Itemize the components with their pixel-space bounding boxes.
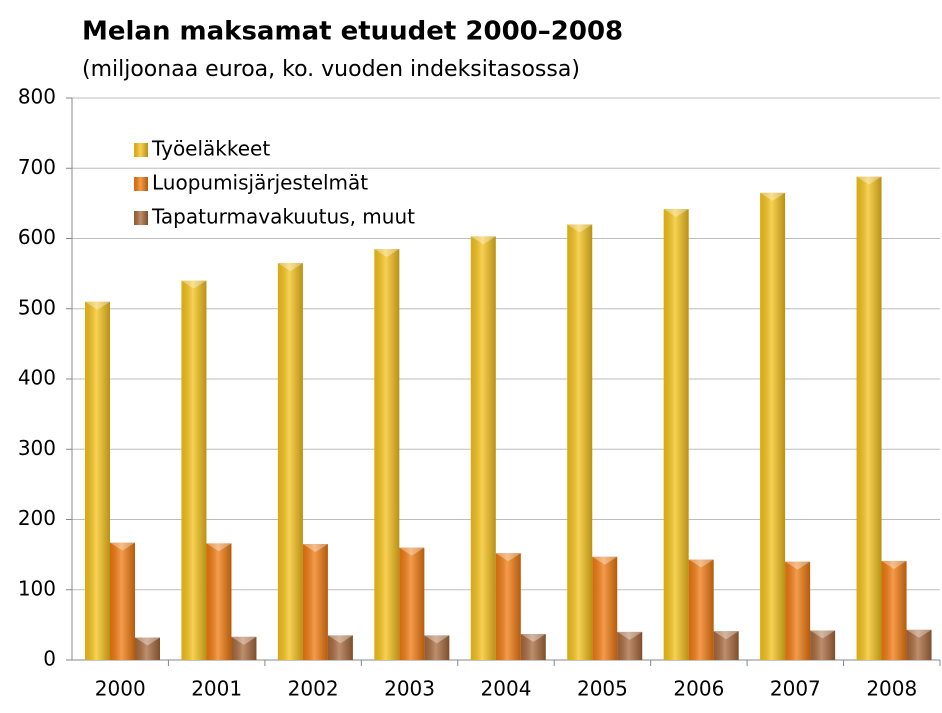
x-tick-label: 2003 — [384, 677, 435, 701]
y-tick-label: 0 — [43, 647, 56, 671]
bar-shade — [424, 635, 450, 660]
bar-bevel — [688, 559, 714, 568]
bar-bevel — [327, 635, 353, 644]
bar-bevel — [495, 553, 521, 562]
legend-swatch-shade — [134, 143, 148, 157]
y-tick-label: 700 — [18, 155, 56, 179]
bar-shade — [567, 224, 593, 660]
y-tick-label: 600 — [18, 225, 56, 249]
x-tick-label: 2000 — [95, 677, 146, 701]
chart-subtitle: (miljoonaa euroa, ko. vuoden indeksitaso… — [82, 57, 580, 82]
bar-shade — [277, 263, 303, 660]
bar-shade — [399, 547, 425, 660]
bar-bevel — [135, 637, 160, 646]
x-tick-label: 2006 — [673, 677, 724, 701]
bar-shade — [785, 561, 811, 660]
bar-bevel — [231, 636, 257, 645]
y-tick-label: 300 — [18, 436, 56, 460]
bar-shade — [810, 630, 836, 660]
bar-shade — [206, 543, 232, 660]
bar-shade — [688, 559, 714, 660]
bar-bevel — [520, 634, 546, 643]
bar-bevel — [424, 635, 450, 644]
bar-shade — [663, 208, 689, 660]
bar-shade — [110, 542, 135, 660]
bar-bevel — [85, 301, 110, 310]
bar-bevel — [663, 208, 689, 217]
bar-shade — [713, 631, 739, 660]
x-tick-label: 2005 — [577, 677, 628, 701]
y-tick-label: 400 — [18, 366, 56, 390]
bar-shade — [881, 560, 907, 660]
bar-shade — [470, 236, 496, 660]
bar-bevel — [206, 543, 232, 552]
bar-shade — [617, 631, 643, 660]
legend-label: Tapaturmavakuutus, muut — [151, 205, 415, 229]
legend-label: Luopumisjärjestelmät — [152, 171, 368, 195]
bar-bevel — [374, 249, 400, 258]
x-tick-label: 2008 — [866, 677, 917, 701]
bar-bevel — [110, 542, 135, 551]
bar-bevel — [399, 547, 425, 556]
bar-bevel — [302, 544, 328, 553]
x-tick-label: 2002 — [288, 677, 339, 701]
bar-shade — [374, 249, 400, 660]
bar-bevel — [881, 560, 907, 569]
bar-shade — [85, 301, 110, 660]
bar-bevel — [617, 631, 643, 640]
bar-bevel — [713, 631, 739, 640]
x-tick-label: 2007 — [770, 677, 821, 701]
bar-bevel — [470, 236, 496, 245]
bar-shade — [760, 192, 786, 660]
bar-bevel — [181, 280, 207, 289]
legend-swatch-shade — [134, 177, 148, 191]
bar-shade — [495, 553, 521, 660]
y-tick-label: 800 — [18, 85, 56, 109]
bar-bevel — [277, 263, 303, 272]
bar-bevel — [567, 224, 593, 233]
x-tick-label: 2001 — [191, 677, 242, 701]
bar-shade — [181, 280, 207, 660]
bar-shade — [231, 636, 257, 660]
legend-swatch-shade — [134, 211, 148, 225]
bar-bevel — [785, 561, 811, 570]
bar-shade — [592, 556, 618, 660]
bar-bevel — [906, 629, 932, 638]
bar-shade — [327, 635, 353, 660]
x-tick-label: 2004 — [481, 677, 532, 701]
y-tick-label: 500 — [18, 295, 56, 319]
bar-bevel — [592, 556, 618, 565]
bar-bevel — [810, 630, 836, 639]
y-tick-label: 100 — [18, 576, 56, 600]
bar-bevel — [760, 192, 786, 201]
bar-shade — [856, 176, 882, 660]
chart-title: Melan maksamat etuudet 2000–2008 — [82, 17, 623, 47]
bar-bevel — [856, 176, 882, 185]
bar-shade — [135, 637, 160, 660]
y-tick-label: 200 — [18, 506, 56, 530]
bar-shade — [520, 634, 546, 660]
bar-shade — [906, 629, 932, 660]
bar-shade — [302, 544, 328, 660]
legend-label: Työeläkkeet — [151, 137, 270, 161]
